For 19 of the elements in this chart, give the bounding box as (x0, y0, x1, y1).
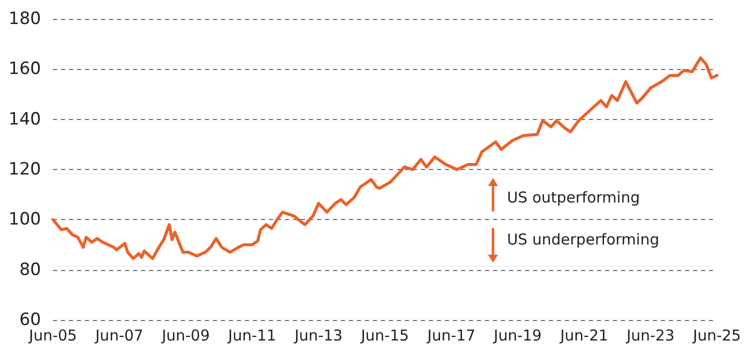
annotation: US outperforming (506, 188, 640, 206)
y-tick-label: 140 (8, 109, 41, 130)
line-series (52, 56, 718, 260)
y-tick-label: 100 (8, 210, 41, 230)
y-tick-label: 120 (8, 160, 41, 180)
y-tick-label: 160 (8, 59, 41, 80)
x-tick-label: Jun-15 (360, 326, 409, 344)
x-tick-label: Jun-19 (492, 326, 542, 344)
x-tick-label: Jun-25 (692, 326, 741, 344)
x-tick-label: Jun-07 (94, 326, 144, 344)
annotation: US underperforming (506, 230, 660, 248)
y-tick-label: 180 (8, 9, 41, 29)
y-tick-label: 80 (19, 260, 41, 280)
x-tick-label: Jun-13 (294, 326, 343, 344)
x-tick-label: Jun-21 (559, 326, 608, 344)
x-tick-label: Jun-23 (626, 326, 675, 344)
x-tick-label: Jun-17 (426, 326, 476, 344)
x-tick-label: Jun-09 (160, 326, 210, 344)
x-tick-label: Jun-11 (227, 326, 276, 344)
